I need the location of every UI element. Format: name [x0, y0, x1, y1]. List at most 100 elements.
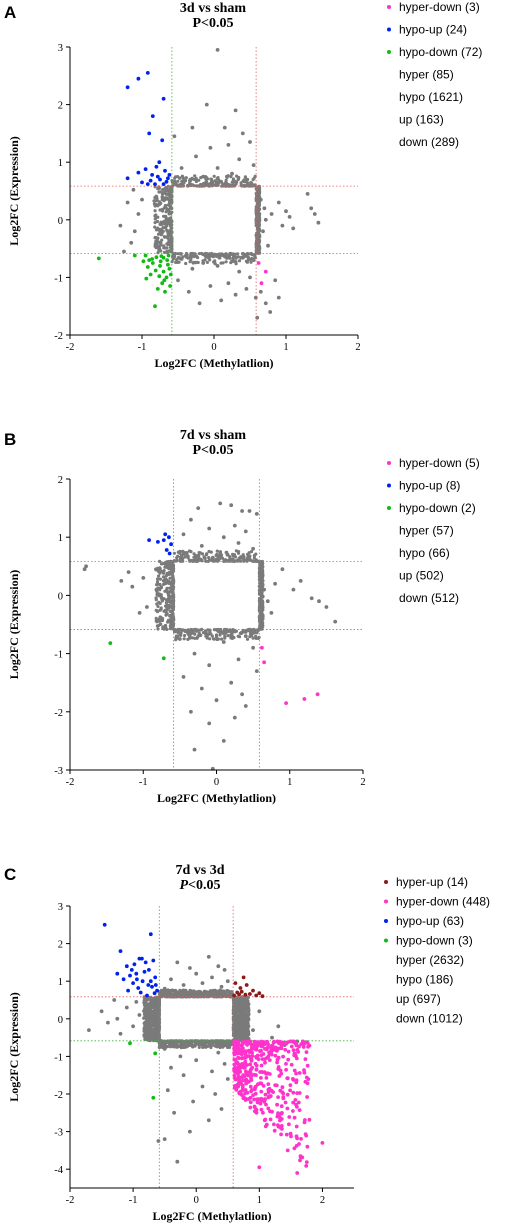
gray-point — [150, 1037, 154, 1041]
gray-point — [217, 254, 221, 258]
gray-point — [273, 581, 277, 586]
gray-point — [219, 984, 224, 989]
data-point — [294, 1134, 299, 1139]
gray-point — [178, 1039, 183, 1043]
gray-point — [166, 620, 170, 624]
gray-point — [179, 989, 183, 993]
gray-point — [180, 174, 184, 178]
legend-item: down (1012) — [396, 1012, 463, 1026]
gray-point — [276, 200, 281, 205]
gray-point — [170, 1043, 174, 1047]
gray-point — [209, 550, 213, 554]
gray-point — [153, 209, 157, 213]
gray-point — [235, 996, 239, 1001]
data-point — [285, 1106, 290, 1111]
series-1 — [232, 1039, 325, 1175]
gray-point — [147, 1028, 151, 1032]
gray-point — [212, 991, 216, 996]
gray-point — [191, 559, 195, 563]
data-point — [258, 1040, 263, 1045]
gray-point — [255, 212, 259, 216]
gray-point — [251, 630, 255, 634]
panel-letter: B — [4, 430, 16, 449]
data-point — [164, 548, 169, 552]
legend-label: hyper (2632) — [396, 953, 464, 967]
data-point — [243, 1059, 248, 1064]
gray-point — [210, 975, 214, 980]
gray-point — [257, 241, 261, 245]
gray-point — [154, 616, 158, 621]
data-point — [162, 278, 167, 283]
data-point — [262, 660, 266, 665]
gray-point — [84, 564, 88, 569]
gray-point — [225, 552, 230, 557]
gray-point — [251, 163, 256, 168]
gray-point — [160, 209, 165, 213]
gray-point — [165, 242, 169, 246]
data-point — [277, 1115, 282, 1120]
legend-marker — [384, 938, 388, 943]
gray-point — [156, 604, 160, 609]
gray-point — [163, 225, 167, 230]
gray-point — [187, 990, 191, 994]
gray-point — [238, 1024, 242, 1028]
gray-point — [182, 637, 186, 641]
gray-point — [175, 1159, 180, 1164]
data-point — [247, 1070, 252, 1075]
gray-point — [231, 1015, 235, 1019]
gray-point — [165, 990, 169, 994]
gray-point — [160, 195, 164, 199]
gray-point — [257, 185, 261, 189]
data-point — [280, 1085, 285, 1090]
gray-point — [221, 261, 225, 265]
gray-point — [200, 993, 204, 997]
gray-point — [256, 189, 261, 193]
legend-label: hypo-up (63) — [396, 914, 464, 928]
gray-point — [233, 292, 238, 297]
gray-point — [240, 255, 245, 260]
gray-point — [226, 634, 230, 638]
gray-point — [208, 637, 212, 641]
data-point — [163, 289, 167, 294]
gray-point — [208, 145, 213, 150]
data-point — [305, 1081, 310, 1086]
data-point — [250, 1073, 254, 1077]
gray-point — [126, 570, 131, 574]
gray-point — [179, 556, 183, 560]
gray-point — [219, 1107, 224, 1111]
gray-point — [172, 992, 176, 996]
data-point — [301, 1040, 306, 1045]
data-point — [167, 266, 172, 271]
gray-point — [118, 223, 123, 228]
legend-item: hyper-down (3) — [387, 0, 480, 14]
gray-point — [206, 184, 210, 188]
gray-point — [154, 568, 158, 572]
data-point — [278, 1088, 283, 1093]
legend-label: hyper-down (5) — [399, 456, 480, 470]
data-point — [281, 1091, 286, 1096]
y-tick-label: -2 — [54, 1090, 63, 1101]
data-point — [150, 984, 154, 989]
gray-point — [166, 192, 170, 196]
data-point — [239, 1075, 244, 1080]
data-point — [294, 1043, 299, 1048]
gray-point — [245, 559, 249, 563]
data-point — [132, 962, 137, 967]
data-point — [233, 981, 238, 985]
data-point — [289, 1062, 294, 1067]
gray-point — [125, 200, 130, 205]
series-0 — [256, 261, 268, 286]
data-point — [272, 1047, 277, 1052]
legend: hyper-up (14) hyper-down (448) hypo-up (63… — [384, 875, 490, 1026]
gray-point — [164, 574, 168, 578]
gray-point — [151, 1024, 155, 1028]
gray-point — [156, 577, 160, 581]
gray-point — [251, 645, 256, 650]
gray-point — [175, 960, 180, 965]
gray-point — [170, 226, 174, 230]
data-point — [259, 1063, 264, 1068]
data-point — [289, 1134, 293, 1139]
gray-point — [153, 244, 157, 248]
data-point — [297, 1091, 302, 1095]
